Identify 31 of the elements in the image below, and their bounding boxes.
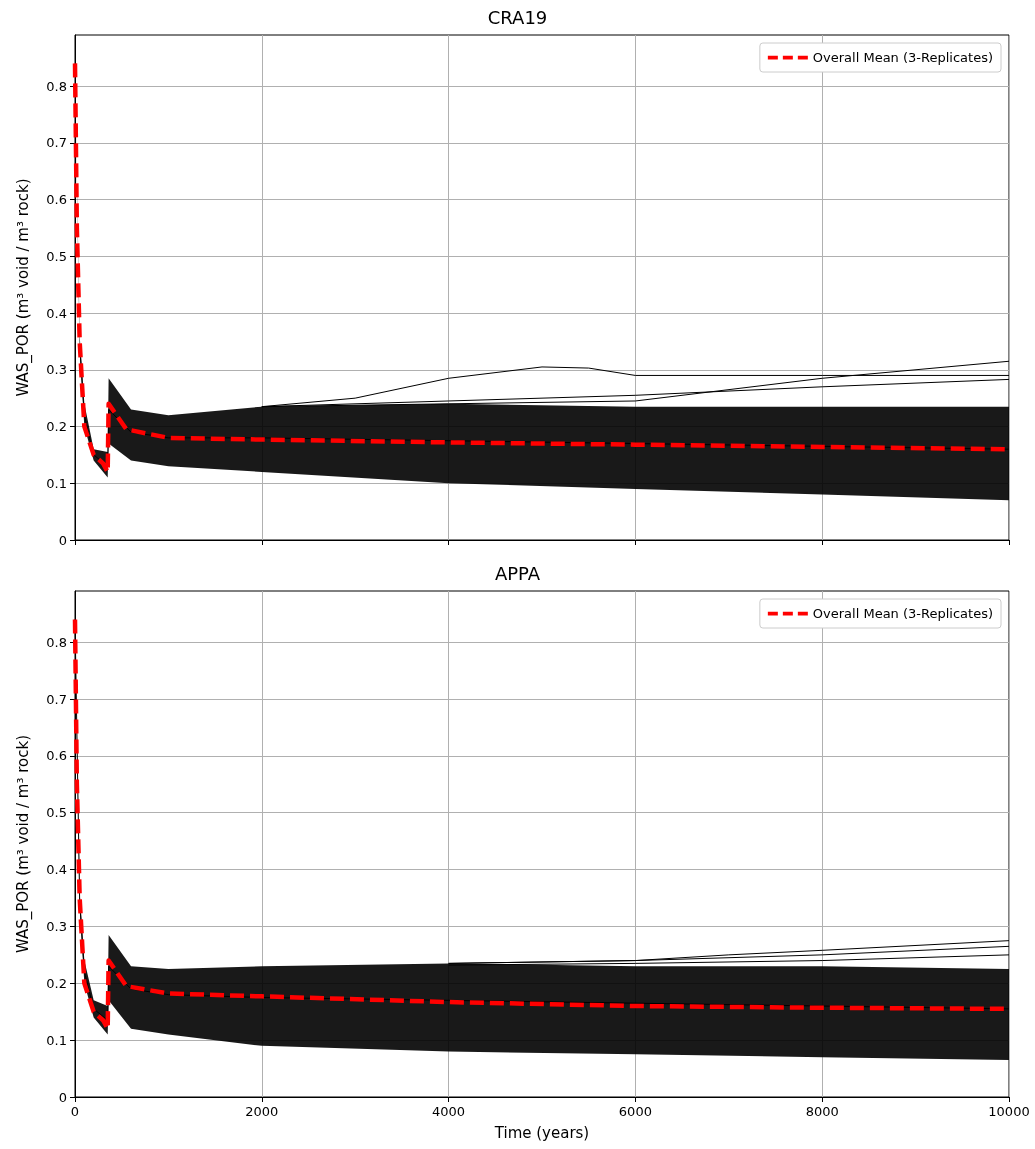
x-tick-label: 0 [70, 1104, 80, 1119]
y-tick-label: 0.1 [46, 1032, 67, 1048]
x-axis-title: Time (years) [493, 1123, 590, 1142]
y-tick-label: 0 [58, 1089, 67, 1105]
x-tick-label: 8000 [805, 1104, 839, 1119]
y-tick-label: 0.8 [46, 634, 67, 650]
y-tick-label: 0.5 [46, 248, 67, 264]
y-tick-label: 0.7 [46, 691, 67, 707]
legend-label: Overall Mean (3-Replicates) [812, 50, 993, 65]
x-tick-label: 10000 [988, 1104, 1030, 1119]
x-tick-label: 6000 [618, 1104, 652, 1119]
y-tick-label: 0.3 [46, 362, 67, 378]
y-axis-title: WAS_POR (m³ void / m³ rock) [13, 178, 33, 397]
chart-title: CRA19 [487, 6, 548, 28]
y-tick-label: 0.2 [46, 975, 67, 991]
y-tick-label: 0.8 [46, 78, 67, 94]
y-tick-label: 0.3 [46, 918, 67, 934]
y-axis-title: WAS_POR (m³ void / m³ rock) [13, 734, 33, 954]
y-tick-label: 0 [58, 532, 67, 548]
y-tick-label: 0.2 [46, 419, 67, 435]
y-tick-label: 0.7 [46, 135, 67, 151]
x-tick-label: 4000 [432, 1104, 466, 1119]
chart-title: APPA [494, 562, 541, 584]
y-tick-label: 0.5 [46, 805, 67, 821]
x-tick-label: 2000 [245, 1104, 279, 1119]
legend-label: Overall Mean (3-Replicates) [812, 606, 993, 621]
y-tick-label: 0.6 [46, 748, 67, 764]
y-tick-label: 0.1 [46, 475, 67, 491]
y-tick-label: 0.6 [46, 192, 67, 208]
y-tick-label: 0.4 [46, 305, 67, 321]
y-tick-label: 0.4 [46, 862, 67, 878]
